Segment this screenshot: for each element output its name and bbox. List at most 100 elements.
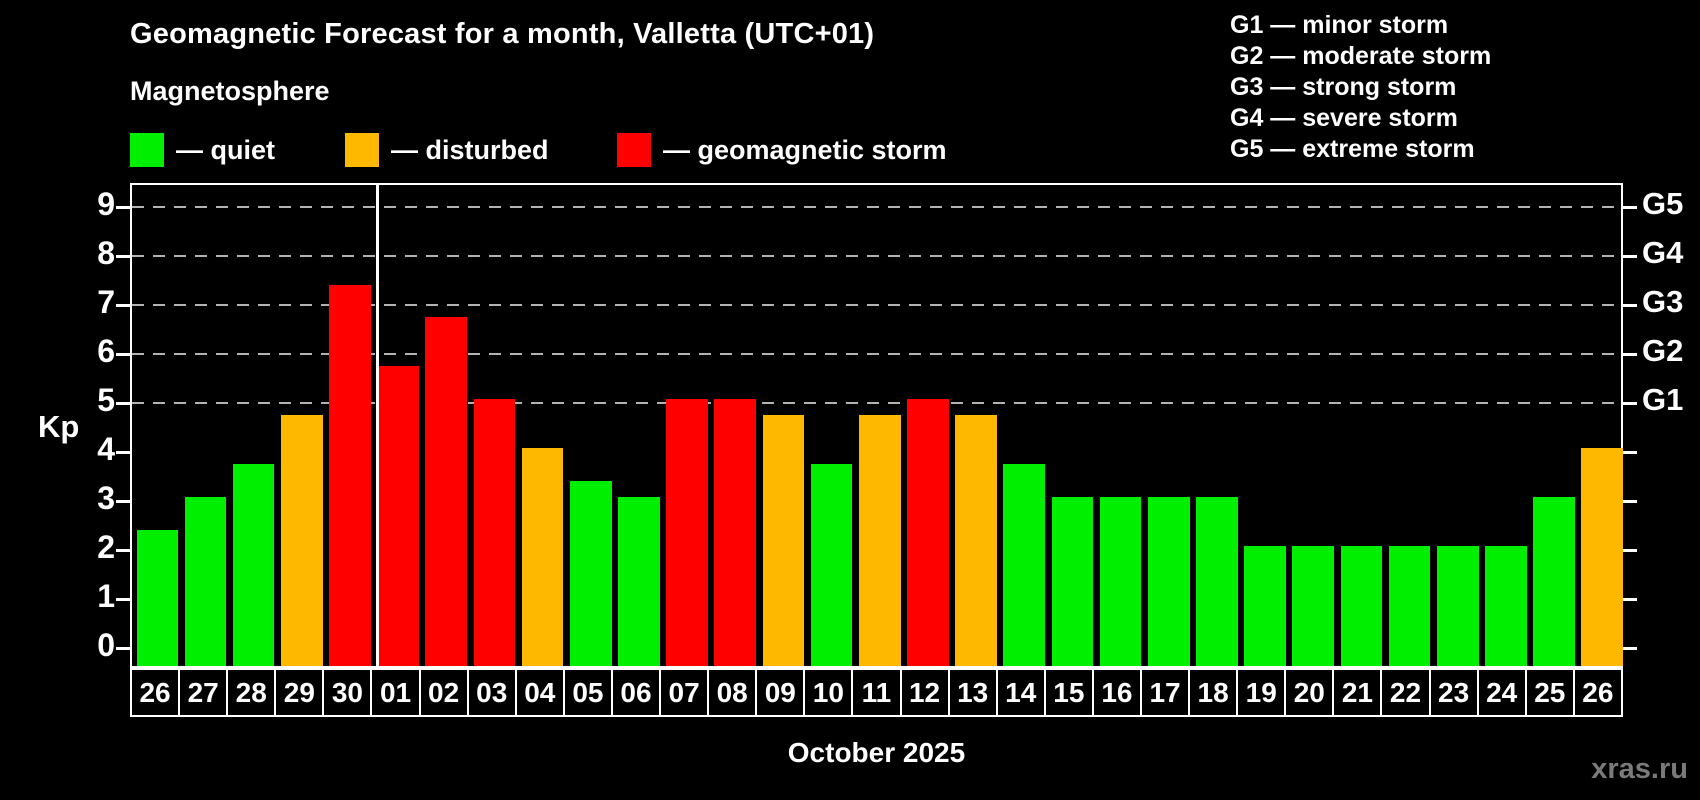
date-cell-10-06: 06 (610, 668, 662, 717)
left-tick-kp-1 (116, 598, 130, 601)
storm-color-swatch (617, 133, 651, 167)
bar-01-kp-5.67 (377, 366, 419, 666)
bar-21-kp-2 (1340, 546, 1383, 666)
bar-30-kp-7.33 (329, 284, 371, 666)
bar-16-kp-3 (1099, 497, 1142, 666)
bar-20-kp-2 (1292, 546, 1335, 666)
gridline-kp-7 (132, 304, 1621, 306)
bar-03-kp-5 (473, 399, 516, 666)
bar-22-kp-2 (1388, 546, 1431, 666)
right-axis-label-G2: G2 (1642, 333, 1684, 368)
legend-label-quiet: — quiet (176, 134, 275, 165)
disturbed-color-swatch (345, 133, 379, 167)
date-cell-17-13: 13 (947, 668, 998, 717)
x-axis-month-label: October 2025 (787, 737, 966, 768)
y-tick-label-4: 4 (97, 431, 115, 467)
bar-13-kp-4.67 (955, 415, 997, 666)
y-tick-label-7: 7 (97, 284, 115, 320)
legend-label-disturbed: — disturbed (391, 134, 549, 165)
g-legend-line-5: G5 — extreme storm (1230, 135, 1475, 163)
date-cell-22-18: 18 (1188, 668, 1239, 717)
right-tick-kp-0 (1623, 647, 1637, 650)
bar-24-kp-2 (1485, 546, 1527, 666)
date-cell-11-07: 07 (659, 668, 710, 717)
left-tick-kp-9 (116, 206, 130, 209)
gridline-kp-9 (132, 206, 1621, 208)
legend-item-disturbed: — disturbed (345, 133, 549, 167)
left-tick-kp-5 (116, 402, 130, 405)
date-cell-7-03: 03 (466, 668, 517, 717)
bar-17-kp-3 (1147, 497, 1190, 666)
legend-label-storm: — geomagnetic storm (663, 134, 947, 165)
date-cell-24-20: 20 (1284, 668, 1335, 717)
date-cell-27-23: 23 (1428, 668, 1479, 717)
date-cell-13-09: 09 (755, 668, 806, 717)
date-cell-19-15: 15 (1043, 668, 1094, 717)
date-cell-0-26: 26 (130, 668, 181, 717)
gridline-kp-5 (132, 402, 1621, 404)
left-tick-kp-3 (116, 500, 130, 503)
date-cell-20-16: 16 (1091, 668, 1142, 717)
bar-15-kp-3 (1051, 497, 1094, 666)
g-legend-line-3: G3 — strong storm (1230, 73, 1457, 101)
date-cell-25-21: 21 (1332, 668, 1383, 717)
bar-29-kp-4.67 (280, 415, 323, 666)
y-axis-title: Kp (38, 409, 80, 444)
month-boundary-line (375, 185, 379, 666)
bar-10-kp-3.67 (810, 464, 853, 666)
right-tick-kp-4 (1623, 451, 1637, 454)
bar-27-kp-3 (184, 497, 227, 666)
left-tick-kp-8 (116, 255, 130, 258)
y-tick-label-3: 3 (97, 480, 115, 516)
g-legend-line-4: G4 — severe storm (1230, 104, 1458, 132)
right-tick-kp-7 (1623, 304, 1637, 307)
bar-26-kp-4 (1581, 448, 1623, 666)
left-tick-kp-0 (116, 647, 130, 650)
bar-06-kp-3 (618, 497, 660, 666)
bar-05-kp-3.33 (569, 480, 612, 666)
left-tick-kp-6 (116, 353, 130, 356)
page-title: Geomagnetic Forecast for a month, Vallet… (130, 18, 875, 50)
right-tick-kp-2 (1623, 549, 1637, 552)
watermark: xras.ru (1591, 753, 1688, 785)
bar-11-kp-4.67 (858, 415, 901, 666)
bar-02-kp-6.67 (425, 317, 468, 666)
left-tick-kp-2 (116, 549, 130, 552)
g-legend-line-2: G2 — moderate storm (1230, 42, 1492, 70)
date-cell-18-14: 14 (995, 668, 1046, 717)
right-axis-label-G5: G5 (1642, 186, 1684, 221)
bar-07-kp-5 (666, 399, 708, 666)
date-cell-12-08: 08 (707, 668, 758, 717)
y-tick-label-5: 5 (97, 382, 115, 418)
date-cell-9-05: 05 (562, 668, 613, 717)
right-axis-label-G3: G3 (1642, 284, 1684, 319)
right-tick-kp-1 (1623, 598, 1637, 601)
date-cell-8-04: 04 (514, 668, 565, 717)
date-cell-14-10: 10 (803, 668, 854, 717)
bar-19-kp-2 (1244, 546, 1286, 666)
gridline-kp-8 (132, 255, 1621, 257)
bar-28-kp-3.67 (232, 464, 275, 666)
date-cell-30-26: 26 (1572, 668, 1623, 717)
date-cell-15-11: 11 (851, 668, 902, 717)
date-cell-29-25: 25 (1524, 668, 1575, 717)
x-axis-date-row: 26 27 28 29 30 01 02 03 04 05 06 07 08 09 10 11 12 13 14 15… (130, 668, 1623, 717)
left-tick-kp-4 (116, 451, 130, 454)
bar-12-kp-5 (907, 399, 949, 666)
y-tick-label-6: 6 (97, 333, 115, 369)
right-tick-kp-5 (1623, 402, 1637, 405)
legend-item-storm: — geomagnetic storm (617, 133, 947, 167)
date-cell-21-17: 17 (1139, 668, 1191, 717)
y-tick-label-2: 2 (97, 529, 115, 565)
right-tick-kp-3 (1623, 500, 1637, 503)
left-tick-kp-7 (116, 304, 130, 307)
quiet-color-swatch (130, 133, 164, 167)
date-cell-23-19: 19 (1236, 668, 1287, 717)
bar-08-kp-5 (714, 399, 757, 666)
date-cell-4-30: 30 (322, 668, 373, 717)
bar-25-kp-3 (1533, 497, 1575, 666)
date-cell-1-27: 27 (178, 668, 229, 717)
gridline-kp-6 (132, 353, 1621, 355)
g-scale-legend: G1 — minor storm G2 — moderate storm G3 — … (1230, 10, 1491, 165)
